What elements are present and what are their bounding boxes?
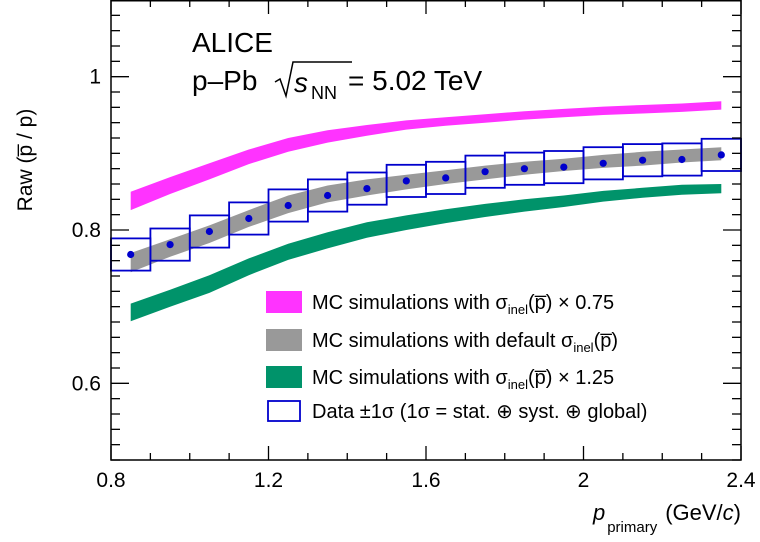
tick-labels: 0.8 1.2 1.6 2 2.4 0.6 0.8 1	[72, 66, 756, 492]
data-point	[520, 165, 529, 173]
data-point	[442, 174, 450, 182]
legend-label: MC simulations with σinel(p̅) × 0.75	[312, 292, 614, 317]
legend-swatch	[266, 291, 302, 313]
data-point	[324, 191, 332, 200]
subtitle-sqrt-subscript: NN	[311, 83, 337, 103]
data-point	[402, 177, 410, 185]
data-point	[205, 227, 213, 236]
y-tick-label: 0.8	[72, 219, 101, 242]
x-tick-label: 2	[578, 469, 590, 492]
subtitle-prefix: p–Pb	[192, 65, 257, 96]
x-label-unit-c: c	[723, 500, 734, 525]
data-point	[166, 241, 174, 249]
x-axis-label: pprimary (GeV/c)	[592, 500, 741, 536]
data-point	[560, 163, 568, 171]
legend: MC simulations with σinel(p̅) × 0.75 MC s…	[266, 291, 647, 423]
subtitle-energy: = 5.02 TeV	[348, 65, 482, 96]
data-point	[127, 250, 135, 259]
y-tick-label: 0.6	[72, 372, 101, 395]
band-series-0	[130, 101, 722, 211]
legend-label: MC simulations with σinel(p̅) × 1.25	[312, 367, 614, 392]
mc-bands	[130, 101, 722, 322]
legend-swatch	[266, 329, 302, 351]
x-label-subscript: primary	[607, 519, 658, 536]
chart-subtitle: p–Pb	[192, 65, 257, 96]
x-tick-label: 0.8	[96, 469, 125, 492]
data-point	[639, 156, 647, 164]
data-point	[678, 155, 686, 164]
legend-label: Data ±1σ (1σ = stat. ⊕ syst. ⊕ global)	[312, 401, 647, 423]
x-tick-label: 1.2	[254, 469, 283, 492]
x-label-unit-close: )	[734, 500, 741, 525]
x-tick-label: 2.4	[726, 469, 756, 492]
y-tick-label: 1	[89, 66, 101, 89]
data-point	[284, 201, 292, 210]
data-point	[363, 185, 371, 193]
legend-swatch	[266, 366, 302, 388]
axes	[110, 0, 742, 461]
y-axis-label: Raw (p̅ / p)	[14, 109, 37, 212]
subtitle-sqrt: s	[294, 67, 308, 98]
x-label-unit: (GeV/	[665, 500, 723, 525]
data-point	[599, 159, 607, 167]
data-point	[717, 151, 725, 159]
chart-title: ALICE	[192, 27, 273, 58]
sqrt-sign	[274, 61, 352, 99]
x-tick-label: 1.6	[411, 469, 440, 492]
data-point	[245, 214, 253, 223]
legend-label: MC simulations with default σinel(p̅)	[312, 330, 618, 355]
data-point	[481, 168, 489, 176]
legend-swatch	[267, 400, 301, 422]
data-points	[110, 137, 742, 272]
x-label-symbol: p	[592, 500, 605, 525]
